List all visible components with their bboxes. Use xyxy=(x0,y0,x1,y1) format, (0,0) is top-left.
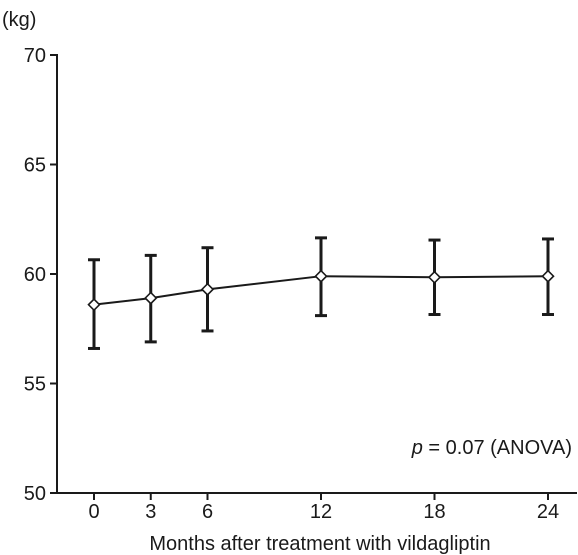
x-tick-label: 0 xyxy=(88,501,99,523)
y-tick-label: 55 xyxy=(24,374,46,396)
data-point-marker xyxy=(541,269,555,283)
x-tick-label: 3 xyxy=(145,501,156,523)
data-point-marker xyxy=(87,298,101,312)
data-point-marker xyxy=(427,270,442,284)
p-value-annotation: p = 0.07 (ANOVA) xyxy=(411,437,572,459)
y-axis: 50 55 60 65 70 xyxy=(24,45,58,505)
y-tick-label: 70 xyxy=(24,45,46,67)
p-symbol: p xyxy=(411,437,423,459)
x-tick-label: 18 xyxy=(423,501,445,523)
y-tick-label: 60 xyxy=(24,264,46,286)
p-value-text: = 0.07 (ANOVA) xyxy=(423,437,572,459)
data-point-marker xyxy=(314,269,328,283)
x-axis-label: Months after treatment with vildagliptin xyxy=(149,533,490,555)
series-line xyxy=(93,275,549,306)
x-axis: 0 3 6 12 18 24 xyxy=(56,492,577,523)
data-point-marker xyxy=(144,291,158,305)
y-tick-label: 65 xyxy=(24,155,46,177)
x-tick-label: 24 xyxy=(537,501,559,523)
plot-area xyxy=(87,236,555,350)
x-tick-label: 6 xyxy=(202,501,213,523)
y-unit-label: (kg) xyxy=(2,9,36,31)
y-tick-label: 50 xyxy=(24,483,46,505)
x-tick-label: 12 xyxy=(310,501,332,523)
data-point-marker xyxy=(200,282,215,296)
